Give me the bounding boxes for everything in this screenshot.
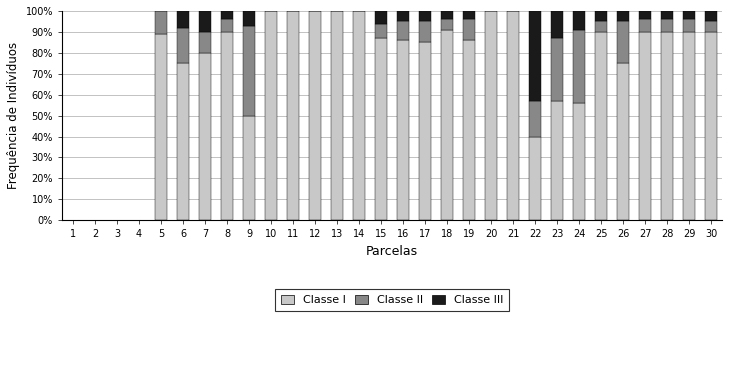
Bar	[573, 30, 585, 103]
Bar	[441, 19, 453, 30]
Bar	[463, 40, 475, 220]
Bar	[617, 63, 629, 220]
Bar	[243, 11, 255, 25]
Bar	[551, 38, 563, 101]
Bar	[573, 103, 585, 220]
Bar	[463, 11, 475, 19]
Bar	[441, 30, 453, 220]
Bar	[397, 22, 409, 40]
Bar	[375, 38, 387, 220]
Bar	[683, 11, 695, 19]
Bar	[375, 23, 387, 38]
Bar	[441, 11, 453, 19]
Bar	[573, 11, 585, 30]
Bar	[155, 34, 167, 220]
Bar	[463, 19, 475, 40]
Bar	[507, 11, 519, 220]
Bar	[529, 137, 541, 220]
Bar	[639, 32, 651, 220]
Bar	[177, 11, 189, 28]
Bar	[617, 22, 629, 63]
Bar	[639, 19, 651, 32]
Bar	[595, 22, 607, 32]
Bar	[199, 11, 211, 32]
Bar	[397, 40, 409, 220]
Bar	[221, 32, 233, 220]
Bar	[705, 11, 717, 22]
Bar	[529, 101, 541, 137]
Bar	[705, 32, 717, 220]
Bar	[155, 11, 167, 34]
Bar	[287, 11, 299, 220]
Y-axis label: Frequência de Indivíduos: Frequência de Indivíduos	[7, 42, 20, 189]
Bar	[661, 32, 673, 220]
Bar	[617, 11, 629, 22]
Bar	[419, 22, 431, 42]
Bar	[683, 32, 695, 220]
Bar	[177, 28, 189, 63]
Bar	[375, 11, 387, 23]
Bar	[705, 22, 717, 32]
Bar	[243, 25, 255, 115]
Bar	[661, 11, 673, 19]
Bar	[309, 11, 321, 220]
Bar	[661, 19, 673, 32]
Bar	[551, 101, 563, 220]
Bar	[639, 11, 651, 19]
Legend: Classe I, Classe II, Classe III: Classe I, Classe II, Classe III	[275, 290, 509, 311]
Bar	[199, 53, 211, 220]
Bar	[221, 19, 233, 32]
Bar	[551, 11, 563, 38]
Bar	[397, 11, 409, 22]
Bar	[419, 11, 431, 22]
Bar	[595, 32, 607, 220]
Bar	[485, 11, 497, 220]
Bar	[265, 11, 277, 220]
Bar	[199, 32, 211, 53]
Bar	[243, 116, 255, 220]
X-axis label: Parcelas: Parcelas	[366, 245, 418, 258]
Bar	[595, 11, 607, 22]
Bar	[529, 11, 541, 101]
Bar	[353, 11, 365, 220]
Bar	[419, 42, 431, 220]
Bar	[331, 11, 343, 220]
Bar	[221, 11, 233, 19]
Bar	[177, 63, 189, 220]
Bar	[683, 19, 695, 32]
